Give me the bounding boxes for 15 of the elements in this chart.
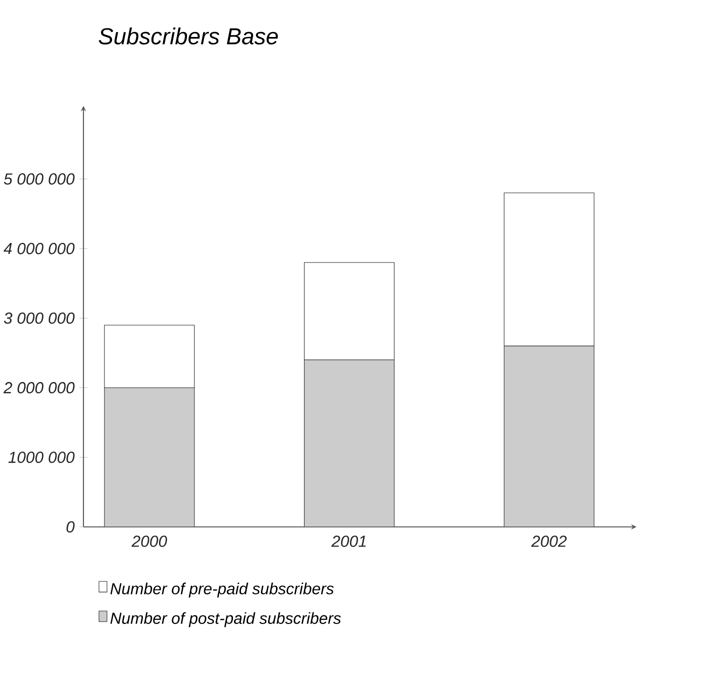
x-tick-label: 2002 xyxy=(531,535,567,547)
chart-title: Subscribers Base xyxy=(98,27,278,44)
bar xyxy=(304,359,394,527)
y-tick-label: 4 000 000 xyxy=(4,242,75,254)
y-tick-label: 5 000 000 xyxy=(4,173,75,184)
x-tick-label: 2001 xyxy=(331,535,366,547)
x-tick-label: 2000 xyxy=(132,535,168,547)
y-tick-label: 3 000 000 xyxy=(4,312,75,324)
legend-label: Number of post-paid subscribers xyxy=(110,612,341,627)
y-tick-label: 0 xyxy=(66,521,75,532)
y-tick-label: 1000 000 xyxy=(8,452,75,463)
bar xyxy=(104,387,195,527)
legend-label: Number of pre-paid subscribers xyxy=(110,582,334,598)
y-tick-label: 2 000 000 xyxy=(3,382,75,394)
bar xyxy=(504,346,594,527)
